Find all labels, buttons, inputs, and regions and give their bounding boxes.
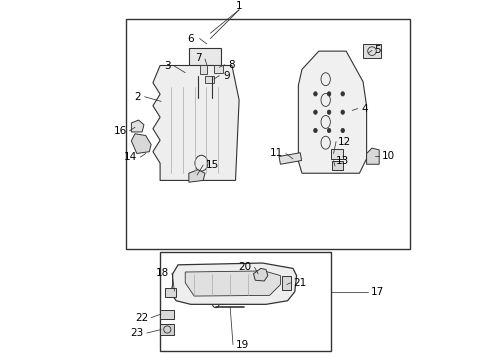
- Text: 20: 20: [238, 262, 251, 272]
- Ellipse shape: [340, 110, 344, 114]
- Text: 15: 15: [205, 160, 219, 170]
- Ellipse shape: [340, 92, 344, 96]
- Text: 8: 8: [228, 60, 234, 70]
- Bar: [362, 44, 380, 58]
- Ellipse shape: [326, 110, 330, 114]
- Ellipse shape: [326, 92, 330, 96]
- Text: 1: 1: [235, 1, 242, 11]
- Text: 3: 3: [164, 61, 170, 71]
- Bar: [332, 161, 343, 170]
- Ellipse shape: [313, 129, 317, 132]
- Text: 14: 14: [123, 152, 137, 162]
- Polygon shape: [185, 271, 280, 296]
- Bar: [279, 153, 301, 164]
- Ellipse shape: [313, 92, 317, 96]
- Bar: [199, 66, 206, 75]
- Ellipse shape: [340, 129, 344, 132]
- Polygon shape: [188, 170, 204, 182]
- Bar: [160, 324, 174, 335]
- Ellipse shape: [326, 129, 330, 132]
- Polygon shape: [298, 51, 366, 173]
- Text: 2: 2: [134, 92, 141, 102]
- Bar: [204, 76, 214, 84]
- Text: 22: 22: [135, 312, 148, 323]
- Polygon shape: [131, 120, 143, 132]
- Bar: [160, 310, 174, 319]
- Polygon shape: [366, 148, 378, 164]
- Text: 6: 6: [186, 33, 193, 44]
- Ellipse shape: [313, 110, 317, 114]
- Polygon shape: [153, 66, 239, 180]
- Bar: [330, 149, 343, 159]
- Bar: [214, 66, 223, 73]
- Bar: [126, 19, 409, 249]
- Text: 11: 11: [269, 148, 283, 158]
- Text: 16: 16: [113, 126, 126, 136]
- Bar: [188, 48, 221, 76]
- Text: 4: 4: [361, 104, 367, 114]
- Polygon shape: [131, 134, 151, 153]
- Text: 17: 17: [370, 288, 384, 297]
- Bar: [165, 288, 176, 297]
- Text: 12: 12: [337, 137, 350, 147]
- Text: 10: 10: [381, 151, 394, 161]
- Polygon shape: [253, 269, 267, 281]
- Text: 7: 7: [194, 53, 201, 63]
- Text: 23: 23: [130, 328, 143, 338]
- Text: 9: 9: [223, 71, 229, 81]
- Text: 18: 18: [156, 268, 169, 278]
- Bar: [160, 252, 330, 351]
- Polygon shape: [170, 263, 296, 304]
- Text: 13: 13: [335, 156, 348, 166]
- Text: 5: 5: [374, 45, 380, 55]
- Text: 19: 19: [235, 339, 248, 350]
- Text: 21: 21: [292, 278, 305, 288]
- Bar: [282, 276, 290, 290]
